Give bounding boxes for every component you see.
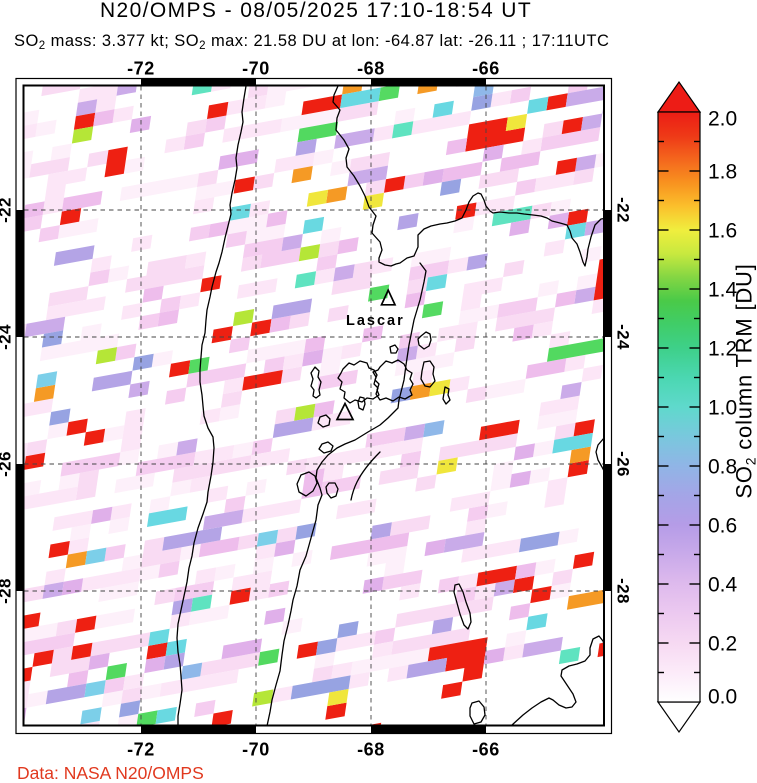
svg-text:-68: -68 <box>357 59 385 79</box>
svg-text:1.2: 1.2 <box>708 338 737 361</box>
svg-text:N20/OMPS - 08/05/2025 17:10-18: N20/OMPS - 08/05/2025 17:10-18:54 UT <box>100 0 532 22</box>
svg-text:-28: -28 <box>614 578 633 604</box>
svg-text:-66: -66 <box>472 59 500 79</box>
svg-text:SO2 mass: 3.377 kt; SO2 max: 2: SO2 mass: 3.377 kt; SO2 max: 21.58 DU at… <box>14 32 609 52</box>
svg-text:-66: -66 <box>472 740 500 760</box>
svg-text:Data: NASA N20/OMPS: Data: NASA N20/OMPS <box>17 763 204 783</box>
svg-text:1.8: 1.8 <box>708 161 737 184</box>
svg-text:-70: -70 <box>242 740 270 760</box>
svg-text:-24: -24 <box>0 324 15 350</box>
svg-text:Lascar: Lascar <box>346 313 405 329</box>
svg-text:1.6: 1.6 <box>708 220 737 243</box>
svg-text:-22: -22 <box>0 197 15 223</box>
svg-text:0.4: 0.4 <box>708 574 738 597</box>
svg-text:1.0: 1.0 <box>708 397 737 420</box>
svg-text:-26: -26 <box>0 451 15 477</box>
svg-text:-22: -22 <box>614 197 633 223</box>
svg-text:2.0: 2.0 <box>708 108 737 131</box>
svg-text:0.2: 0.2 <box>708 633 737 656</box>
svg-text:0.6: 0.6 <box>708 515 737 538</box>
svg-text:-28: -28 <box>0 578 15 604</box>
svg-text:-70: -70 <box>242 59 270 79</box>
svg-text:-72: -72 <box>127 59 155 79</box>
svg-text:0.0: 0.0 <box>708 686 737 709</box>
svg-text:1.4: 1.4 <box>708 279 738 302</box>
svg-text:-24: -24 <box>614 324 633 350</box>
svg-text:-26: -26 <box>614 451 633 477</box>
svg-text:-68: -68 <box>357 740 385 760</box>
svg-text:-72: -72 <box>127 740 155 760</box>
svg-text:0.8: 0.8 <box>708 456 737 479</box>
